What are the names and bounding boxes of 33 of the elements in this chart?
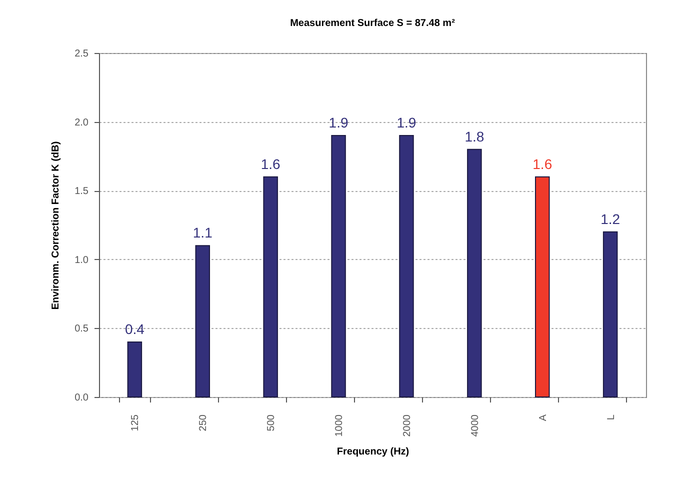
bar — [195, 245, 210, 398]
bar — [263, 176, 278, 398]
y-tick-label: 1.5 — [74, 186, 89, 198]
y-tick-label: 0.5 — [74, 324, 89, 335]
chart-title: Measurement Surface S = 87.48 m² — [290, 18, 456, 29]
data-label: 1.9 — [328, 114, 348, 131]
data-label: 1.9 — [396, 114, 416, 131]
bar — [467, 148, 482, 398]
bar — [331, 135, 346, 398]
data-label: 1.6 — [532, 156, 552, 172]
bar — [534, 176, 550, 398]
y-tick-label: 1.0 — [74, 254, 89, 266]
bar — [399, 135, 414, 398]
data-label: 1.6 — [260, 156, 281, 172]
x-axis-title: Frequency (Hz) — [336, 446, 410, 458]
y-tick-label: 2.5 — [74, 48, 89, 60]
bar — [127, 341, 142, 398]
x-tick-label: L — [606, 414, 617, 420]
x-tick-label: 500 — [266, 414, 278, 432]
data-label: 0.4 — [124, 320, 145, 337]
x-tick-label: 4000 — [470, 414, 481, 437]
data-label: 1.2 — [600, 210, 620, 227]
x-tick-label: 125 — [130, 414, 142, 432]
y-tick-label: 2.0 — [74, 117, 89, 128]
data-label: 1.8 — [464, 128, 484, 144]
data-label: 1.1 — [192, 224, 213, 241]
y-tick-label: 0.0 — [74, 392, 89, 404]
x-tick-label: 2000 — [402, 414, 413, 437]
x-tick-label: A — [538, 414, 549, 422]
y-axis-title: Environm. Correction Factor K (dB) — [50, 141, 62, 310]
bar — [602, 231, 618, 398]
x-tick-label: 250 — [198, 414, 210, 432]
x-tick-label: 1000 — [334, 414, 346, 437]
